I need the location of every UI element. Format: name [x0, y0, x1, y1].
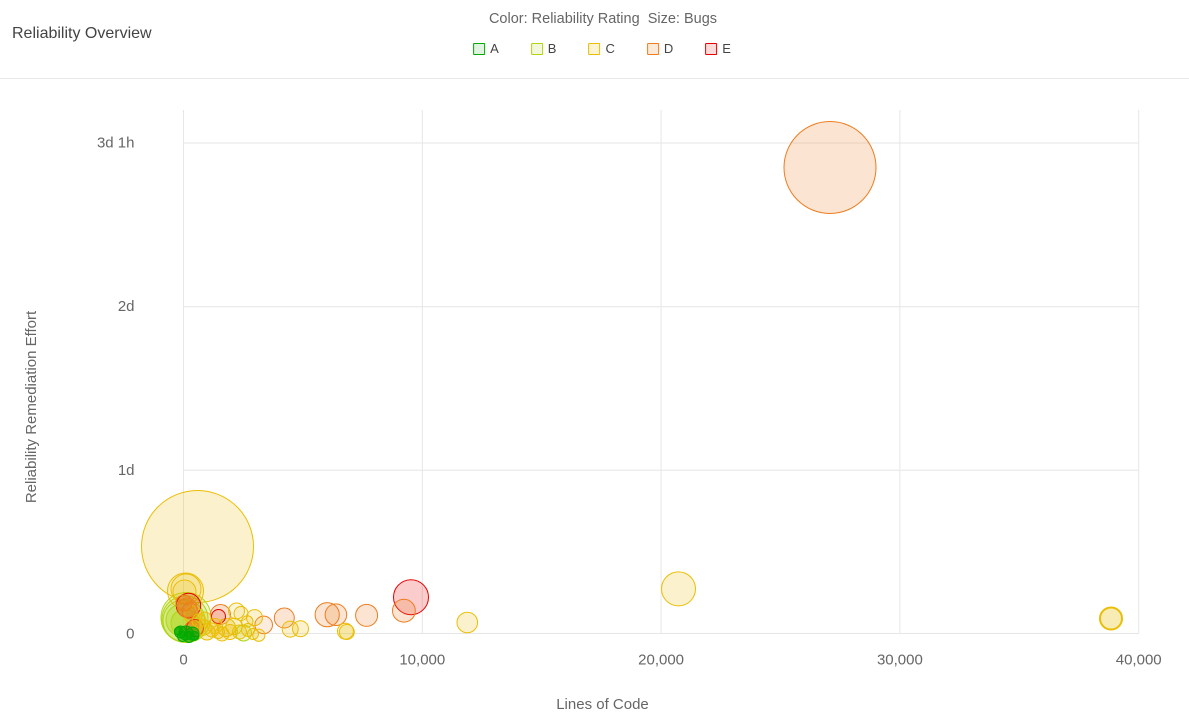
- svg-text:0: 0: [179, 652, 187, 669]
- svg-text:Reliability Remediation Effort: Reliability Remediation Effort: [23, 310, 40, 503]
- svg-text:0: 0: [126, 626, 134, 643]
- svg-text:2d: 2d: [118, 298, 135, 315]
- svg-text:Lines of Code: Lines of Code: [556, 696, 649, 713]
- svg-text:3d 1h: 3d 1h: [97, 135, 135, 152]
- svg-text:1d: 1d: [118, 462, 135, 479]
- svg-text:10,000: 10,000: [399, 652, 445, 669]
- svg-text:30,000: 30,000: [877, 652, 923, 669]
- svg-text:40,000: 40,000: [1116, 652, 1162, 669]
- svg-text:20,000: 20,000: [638, 652, 684, 669]
